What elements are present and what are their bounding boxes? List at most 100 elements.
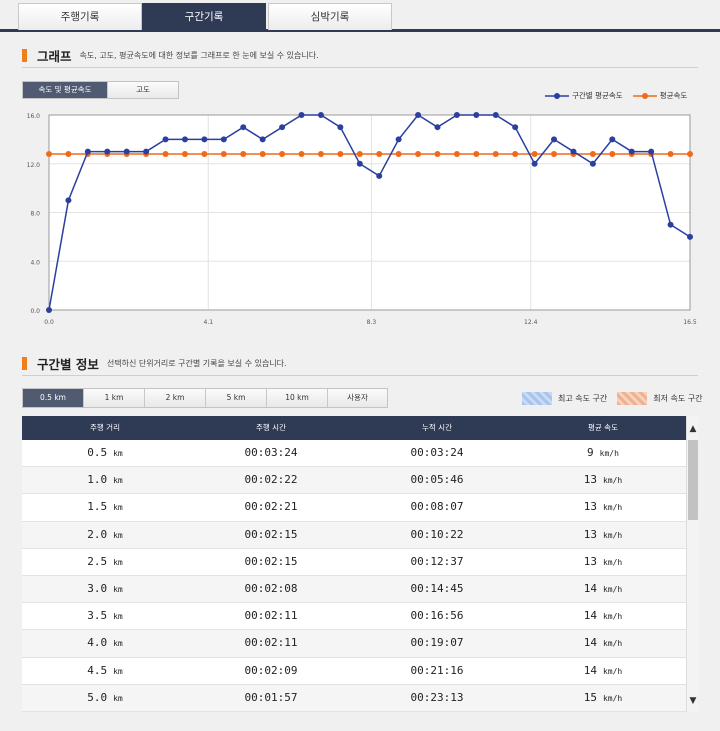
cell-cumulative-time-value: 00:14:45 bbox=[410, 581, 464, 595]
cell-distance-unit: km bbox=[113, 503, 123, 513]
cell-avg-speed-unit: km/h bbox=[602, 584, 623, 594]
cell-distance-unit: km bbox=[113, 476, 123, 486]
cell-cumulative-time-value: 00:16:56 bbox=[410, 609, 464, 623]
data-point-avg bbox=[337, 151, 344, 157]
max-speed-swatch bbox=[522, 392, 552, 405]
scroll-down-icon[interactable]: ▼ bbox=[689, 696, 697, 706]
data-point-avg bbox=[356, 151, 363, 157]
cell-avg-speed: 13 km/h bbox=[520, 549, 686, 575]
data-point-speed bbox=[240, 124, 247, 131]
toggle-speed-avg[interactable]: 속도 및 평균속도 bbox=[23, 82, 108, 98]
cell-avg-speed-value: 14 bbox=[583, 636, 597, 650]
cell-distance-unit: km bbox=[113, 557, 123, 567]
cell-time: 00:01:57 bbox=[188, 685, 354, 711]
data-point-speed bbox=[317, 112, 324, 118]
legend-min-label: 최저 속도 구간 bbox=[653, 394, 703, 403]
y-tick-label: 12.0 bbox=[27, 162, 41, 169]
data-point-avg bbox=[589, 151, 596, 157]
cell-avg-speed-unit: km/h bbox=[602, 530, 623, 540]
cell-distance-value: 3.0 bbox=[87, 581, 108, 595]
speed-chart-svg: 0.0 4.0 8.0 12.0 16.0 0.0 4.1 8.3 12.4 16.5 bbox=[27, 112, 697, 326]
data-point-speed bbox=[181, 136, 188, 143]
data-point-speed bbox=[434, 124, 441, 131]
cell-cumulative-time: 00:10:22 bbox=[354, 522, 520, 548]
cell-avg-speed-unit: km/h bbox=[602, 666, 623, 676]
legend-label-speed: 구간별 평균속도 bbox=[572, 91, 623, 100]
cell-time: 00:02:09 bbox=[188, 658, 354, 684]
cell-avg-speed-value: 14 bbox=[583, 581, 597, 595]
data-point-avg bbox=[512, 151, 519, 157]
table-body[interactable]: 0.5 km 00:03:24 00:03:24 9 km/h 1.0 km 00:02:22 0… bbox=[22, 440, 686, 712]
tab-heart-rate-record[interactable]: 심박기록 bbox=[268, 3, 392, 30]
cell-cumulative-time: 00:03:24 bbox=[354, 440, 520, 466]
cell-avg-speed-value: 15 bbox=[583, 690, 597, 704]
header-cumulative-time: 누적 시간 bbox=[422, 423, 452, 432]
cell-time: 00:02:08 bbox=[188, 576, 354, 602]
unit-5km[interactable]: 5 km bbox=[206, 389, 267, 407]
unit-1km[interactable]: 1 km bbox=[84, 389, 145, 407]
x-tick-label: 16.5 bbox=[683, 319, 697, 326]
data-point-speed bbox=[201, 136, 208, 143]
cell-avg-speed-unit: km/h bbox=[599, 449, 619, 458]
data-point-speed bbox=[143, 148, 150, 155]
unit-custom[interactable]: 사용자 bbox=[347, 393, 368, 402]
top-tab-bar: 주행기록 구간기록 심박기록 bbox=[0, 0, 720, 32]
cell-cumulative-time: 00:19:07 bbox=[354, 630, 520, 656]
unit-10km[interactable]: 10 km bbox=[267, 389, 328, 407]
data-point-avg bbox=[259, 151, 266, 157]
cell-distance-value: 2.0 bbox=[87, 527, 108, 541]
data-point-speed bbox=[337, 124, 344, 131]
x-tick-label: 0.0 bbox=[44, 319, 54, 326]
table-scrollbar[interactable]: ▲ ▼ bbox=[686, 416, 698, 712]
data-point-speed bbox=[123, 148, 130, 155]
unit-2km[interactable]: 2 km bbox=[145, 389, 206, 407]
interval-section-title: 구간별 정보 bbox=[37, 357, 99, 372]
data-point-speed bbox=[551, 136, 558, 143]
section-marker bbox=[22, 49, 27, 62]
table-row: 2.5 km 00:02:15 00:12:37 13 km/h bbox=[22, 549, 686, 576]
cell-avg-speed-unit: km/h bbox=[602, 503, 623, 513]
speed-chart: 0.0 4.0 8.0 12.0 16.0 0.0 4.1 8.3 12.4 16.5 bbox=[0, 108, 720, 334]
toggle-altitude[interactable]: 고도 bbox=[136, 85, 150, 94]
cell-time: 00:02:22 bbox=[188, 467, 354, 493]
graph-section-description: 속도, 고도, 평균속도에 대한 정보를 그래프로 한 눈에 보실 수 있습니다… bbox=[79, 51, 319, 60]
data-point-speed bbox=[220, 136, 227, 143]
cell-time: 00:02:15 bbox=[188, 549, 354, 575]
unit-0-5km[interactable]: 0.5 km bbox=[23, 389, 84, 407]
data-point-speed bbox=[376, 172, 383, 179]
cell-avg-speed-unit: km/h bbox=[602, 693, 623, 703]
cell-time-value: 00:02:11 bbox=[244, 636, 298, 650]
data-point-speed bbox=[473, 112, 480, 118]
scroll-up-icon[interactable]: ▲ bbox=[689, 424, 697, 434]
data-point-speed bbox=[687, 233, 693, 240]
cell-avg-speed-unit: km/h bbox=[602, 612, 623, 622]
cell-distance: 5.0 km bbox=[22, 685, 188, 711]
cell-cumulative-time: 00:12:37 bbox=[354, 549, 520, 575]
cell-avg-speed: 13 km/h bbox=[520, 522, 686, 548]
cell-time-value: 00:02:11 bbox=[244, 609, 298, 623]
data-point-avg bbox=[453, 151, 460, 157]
cell-distance-value: 3.5 bbox=[87, 609, 108, 623]
data-point-speed bbox=[667, 221, 674, 228]
cell-distance-value: 1.0 bbox=[87, 473, 108, 487]
cell-distance: 0.5 km bbox=[22, 440, 188, 466]
data-point-avg bbox=[551, 151, 558, 157]
cell-distance-unit: km bbox=[113, 530, 123, 540]
table-row: 4.0 km 00:02:11 00:19:07 14 km/h bbox=[22, 630, 686, 658]
cell-avg-speed: 14 km/h bbox=[520, 630, 686, 656]
cell-avg-speed: 14 km/h bbox=[520, 576, 686, 602]
cell-avg-speed-value: 9 bbox=[587, 446, 594, 459]
tab-driving-record[interactable]: 주행기록 bbox=[18, 3, 142, 30]
legend-label-avg: 평균속도 bbox=[659, 91, 688, 100]
cell-distance: 1.5 km bbox=[22, 494, 188, 520]
data-point-avg bbox=[201, 151, 208, 157]
table-row: 1.5 km 00:02:21 00:08:07 13 km/h bbox=[22, 494, 686, 522]
cell-distance: 4.0 km bbox=[22, 630, 188, 656]
data-point-avg bbox=[687, 151, 693, 157]
data-point-speed bbox=[648, 148, 655, 155]
tab-interval-record[interactable]: 구간기록 bbox=[142, 3, 266, 30]
scroll-thumb[interactable] bbox=[688, 440, 698, 520]
data-point-speed bbox=[628, 148, 635, 155]
data-point-speed bbox=[531, 160, 538, 167]
series-line-speed bbox=[48, 114, 691, 311]
